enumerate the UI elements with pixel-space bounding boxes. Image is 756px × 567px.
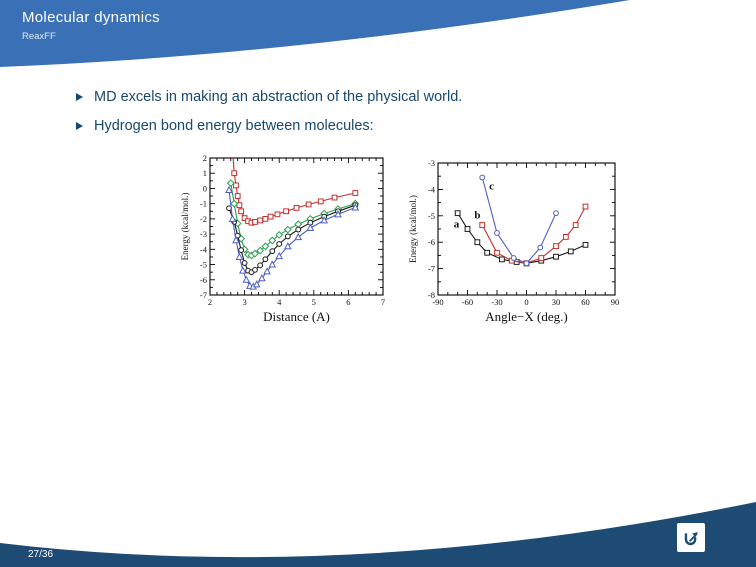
svg-text:6: 6 (346, 297, 350, 307)
university-twente-logo (677, 523, 705, 552)
footer-swoosh (0, 502, 756, 567)
svg-text:0: 0 (524, 297, 528, 307)
svg-text:a: a (454, 219, 460, 231)
svg-text:-7: -7 (428, 264, 435, 274)
svg-text:c: c (489, 180, 494, 192)
svg-text:1: 1 (203, 168, 207, 178)
svg-text:-4: -4 (200, 244, 208, 254)
header-shape (0, 0, 630, 67)
logo-u-arrow-icon (684, 531, 698, 545)
bullet-triangle-icon (76, 93, 83, 102)
svg-text:-3: -3 (428, 158, 435, 168)
distance-energy-chart: 2 3 4 5 6 7 2 1 0 -1 -2 -3 -4 -5 -6 -7 Distance (A) Energ… (180, 153, 385, 324)
svg-text:-4: -4 (428, 184, 436, 194)
bullet-text: Hydrogen bond energy between molecules: (94, 118, 374, 135)
svg-text:-2: -2 (200, 214, 207, 224)
slide-subtitle: ReaxFF (22, 31, 56, 42)
bullet-list: MD excels in making an abstraction of th… (76, 88, 696, 146)
page-number: 27/36 (28, 549, 54, 560)
svg-text:-30: -30 (491, 297, 502, 307)
svg-text:Distance (A): Distance (A) (263, 309, 330, 324)
svg-text:4: 4 (277, 297, 282, 307)
bullet-text: MD excels in making an abstraction of th… (94, 89, 463, 105)
svg-text:-6: -6 (428, 237, 435, 247)
svg-text:3: 3 (242, 297, 246, 307)
svg-text:-7: -7 (200, 290, 207, 300)
svg-text:Energy (kcal/mol.): Energy (kcal/mol.) (408, 195, 418, 263)
svg-text:-6: -6 (200, 275, 207, 285)
svg-text:b: b (474, 209, 480, 221)
svg-text:2: 2 (203, 153, 207, 163)
svg-text:-5: -5 (428, 211, 435, 221)
header-swoosh (0, 0, 630, 67)
svg-text:7: 7 (381, 297, 385, 307)
svg-text:5: 5 (312, 297, 316, 307)
list-item: MD excels in making an abstraction of th… (76, 88, 696, 106)
svg-text:90: 90 (611, 297, 620, 307)
svg-text:60: 60 (581, 297, 590, 307)
svg-text:Energy (kcal/mol.): Energy (kcal/mol.) (180, 193, 190, 261)
svg-text:0: 0 (203, 183, 207, 193)
bullet-triangle-icon (76, 122, 83, 131)
list-item: Hydrogen bond energy between molecules: (76, 117, 696, 135)
svg-text:-5: -5 (200, 260, 207, 270)
svg-text:-8: -8 (428, 290, 435, 300)
svg-text:Angle−X (deg.): Angle−X (deg.) (485, 309, 567, 324)
svg-text:2: 2 (208, 297, 212, 307)
svg-text:-90: -90 (432, 297, 443, 307)
svg-text:-1: -1 (200, 199, 207, 209)
slide-title: Molecular dynamics (22, 9, 160, 26)
footer-shape (0, 502, 756, 567)
svg-text:-3: -3 (200, 229, 207, 239)
svg-text:30: 30 (552, 297, 561, 307)
svg-text:-60: -60 (462, 297, 473, 307)
angle-energy-chart: -90 -60 -30 0 30 60 90 -3 -4 -5 -6 -7 -8 Angle−X (deg… (408, 158, 620, 324)
